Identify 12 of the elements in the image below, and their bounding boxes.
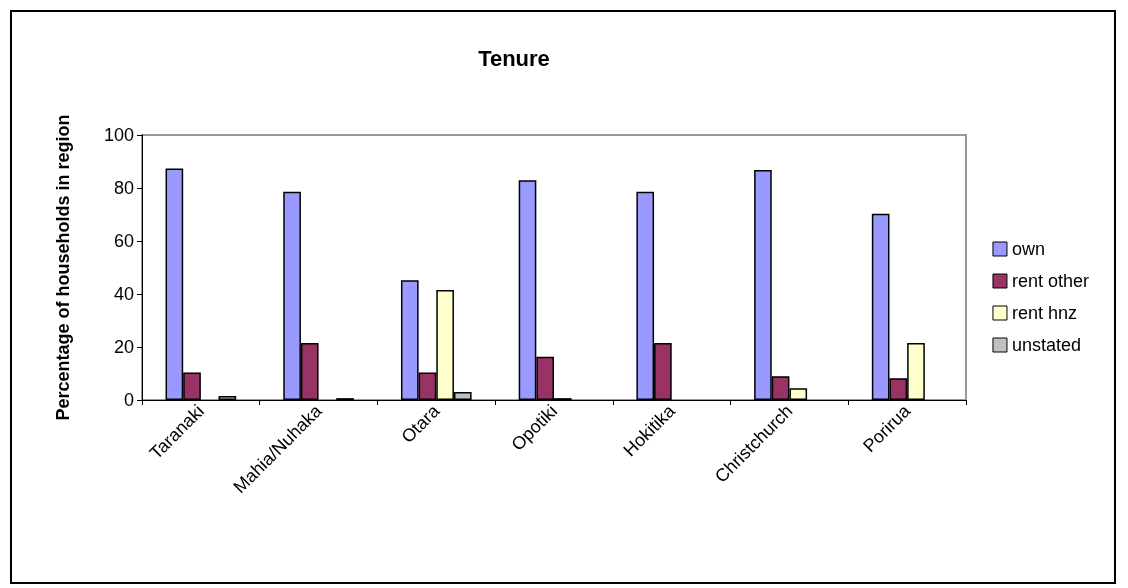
legend-label: unstated [1011,335,1082,355]
legend-label: own [1011,239,1045,259]
y-tick-label: 20 [113,337,134,357]
legend-label: rent other [1011,271,1090,291]
y-tick-label: 0 [123,390,134,410]
y-axis-title: Percentage of households in region [53,114,73,421]
legend-label: rent hnz [1011,303,1077,323]
y-tick-label: 80 [113,178,134,198]
y-tick-label: 60 [113,231,134,251]
y-tick-label: 100 [103,125,134,145]
chart-title: Tenure [478,45,550,71]
y-tick-label: 40 [113,284,134,304]
